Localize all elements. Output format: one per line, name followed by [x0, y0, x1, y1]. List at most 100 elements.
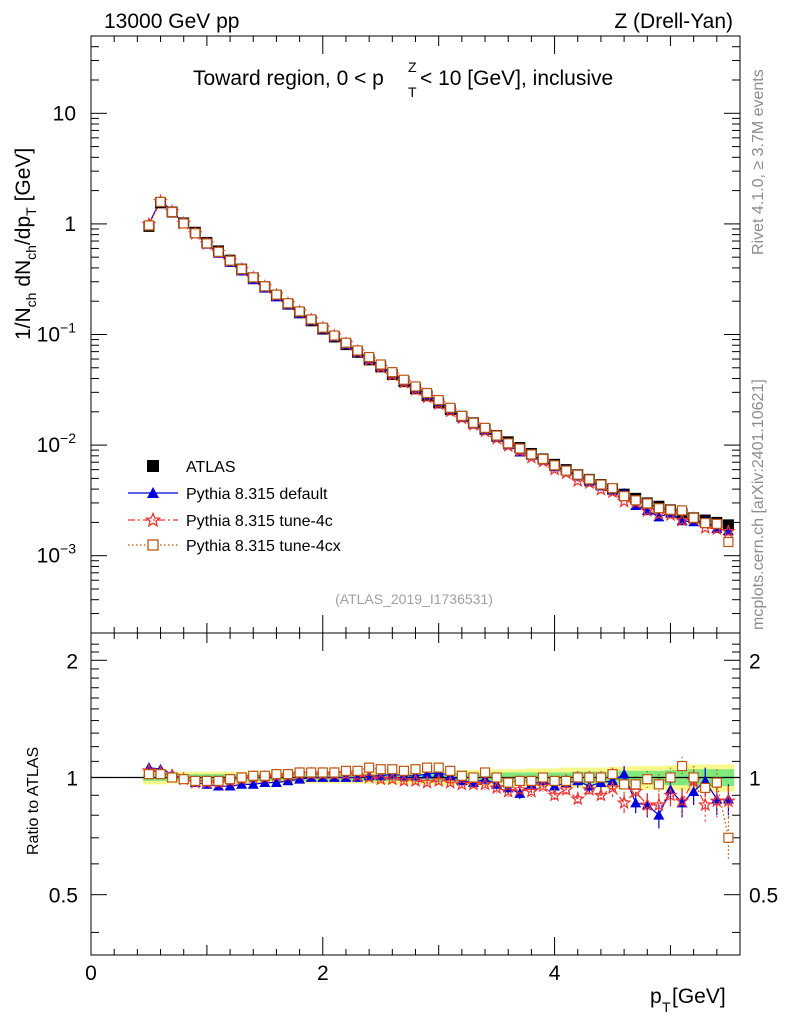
main-series-point: [167, 206, 178, 218]
ratio-series-point: [630, 779, 641, 790]
ratio-series-point: [468, 772, 479, 783]
ratio-series-point: [375, 764, 386, 775]
xlabel-sub: T: [662, 999, 671, 1015]
ratio-series-point: [167, 772, 178, 783]
main-series-point: [201, 238, 212, 249]
ylabel-part-1: 1/N: [12, 307, 35, 340]
main-series-point: [700, 517, 711, 529]
main-series-point: [607, 483, 618, 494]
ratio-series-point: [294, 773, 306, 784]
xtick-label: 4: [549, 962, 561, 985]
main-ytick-label: 1: [64, 213, 76, 236]
ratio-ytick-label-left: 2: [66, 650, 78, 673]
main-ytick-label: 10−3: [37, 541, 77, 568]
main-ytick-base: 10: [37, 434, 60, 457]
main-series-line: [148, 200, 729, 533]
main-ytick-exp: −1: [60, 320, 76, 336]
main-series-point: [619, 491, 630, 502]
ratio-series-point: [721, 793, 736, 808]
ratio-series-point: [723, 832, 734, 843]
main-series-point: [259, 281, 270, 292]
main-series-point: [630, 495, 641, 506]
ratio-series-point: [294, 767, 305, 778]
main-series-point: [456, 410, 467, 421]
main-ylabel: 1/Nch dNch/dpT [GeV]: [12, 148, 39, 340]
main-series-point: [352, 345, 363, 356]
main-series-point: [549, 460, 560, 471]
ylabel-part-7: [GeV]: [12, 148, 35, 208]
ratio-ytick-label-right: 1: [749, 767, 761, 790]
main-series-point: [711, 518, 722, 529]
ratio-series-point: [396, 773, 412, 788]
ratio-series-point: [201, 775, 212, 786]
energy-label: 13000 GeV pp: [104, 10, 239, 33]
ratio-series-point: [340, 765, 352, 776]
ratio-series-point: [500, 783, 516, 798]
legend-tune4cx-marker: [147, 539, 159, 551]
main-series-point: [317, 322, 328, 333]
ratio-series-point: [454, 776, 470, 791]
ratio-series-point: [477, 776, 493, 791]
ratio-series-point: [456, 770, 467, 781]
ratio-series-point: [178, 774, 189, 785]
xtick-label: 2: [317, 962, 329, 985]
main-series-point: [584, 474, 595, 485]
ratio-series-point: [352, 765, 363, 776]
ratio-series-point: [236, 778, 248, 789]
ratio-series-point: [259, 770, 270, 781]
ratio-series-point: [616, 795, 632, 810]
ratio-series-point: [248, 770, 259, 781]
ratio-series-point: [537, 772, 549, 783]
ratio-series-point: [421, 762, 433, 773]
main-series-point: [433, 394, 444, 406]
main-series-point: [364, 351, 375, 363]
main-series-point: [721, 523, 736, 538]
ratio-series-point: [433, 762, 444, 773]
legend-default-label: Pythia 8.315 default: [186, 486, 328, 503]
legend-atlas-label: ATLAS: [186, 459, 236, 476]
main-ytick-exp: −3: [60, 541, 76, 557]
ratio-series-point: [213, 775, 224, 786]
legend: ATLAS Pythia 8.315 default Pythia 8.315 …: [128, 459, 341, 555]
panel-title-sup: Z: [408, 59, 417, 75]
main-series-point: [410, 381, 421, 392]
main-series-point: [445, 402, 456, 413]
main-series-point: [595, 479, 607, 490]
main-series-point: [674, 512, 690, 527]
mcplots-label: mcplots.cern.ch [arXiv:2401.10621]: [750, 379, 767, 630]
main-series-point: [271, 289, 282, 300]
ratio-series-point: [593, 787, 609, 802]
ratio-series-point: [512, 782, 528, 796]
main-ytick-label: 10−2: [37, 430, 77, 457]
analysis-id: (ATLAS_2019_I1736531): [335, 591, 493, 607]
main-series-point: [676, 505, 688, 516]
ylabel-part-3: dN: [12, 260, 35, 293]
ratio-series-point: [605, 780, 620, 795]
ratio-series-point: [572, 772, 583, 783]
main-series-point: [723, 536, 734, 548]
main-series-point: [224, 255, 236, 266]
main-series-point: [155, 196, 166, 208]
ratio-series-point: [526, 775, 537, 786]
ratio-series-point: [699, 775, 711, 786]
ratio-series-point: [653, 809, 665, 820]
ratio-series-point: [445, 765, 456, 776]
legend-tune4c-marker: [144, 511, 162, 528]
xtick-label: 0: [85, 962, 97, 985]
ratio-series-point: [700, 782, 711, 794]
legend-default-marker: [147, 487, 159, 498]
main-series-point: [387, 367, 398, 378]
ratio-series-point: [479, 767, 491, 778]
ratio-series-point: [155, 769, 166, 780]
process-label: Z (Drell-Yan): [614, 10, 733, 33]
main-series-point: [294, 306, 305, 317]
ylabel-part-4: ch: [23, 245, 39, 260]
main-series-point: [642, 498, 653, 509]
main-series-point: [213, 246, 224, 257]
main-series-point: [491, 430, 502, 441]
ratio-frame: [90, 632, 741, 956]
ratio-series-point: [514, 775, 525, 786]
panel-title-prefix: Toward region, 0 < p: [193, 67, 384, 90]
main-series-point: [178, 218, 189, 229]
ratio-series-point: [503, 777, 514, 788]
